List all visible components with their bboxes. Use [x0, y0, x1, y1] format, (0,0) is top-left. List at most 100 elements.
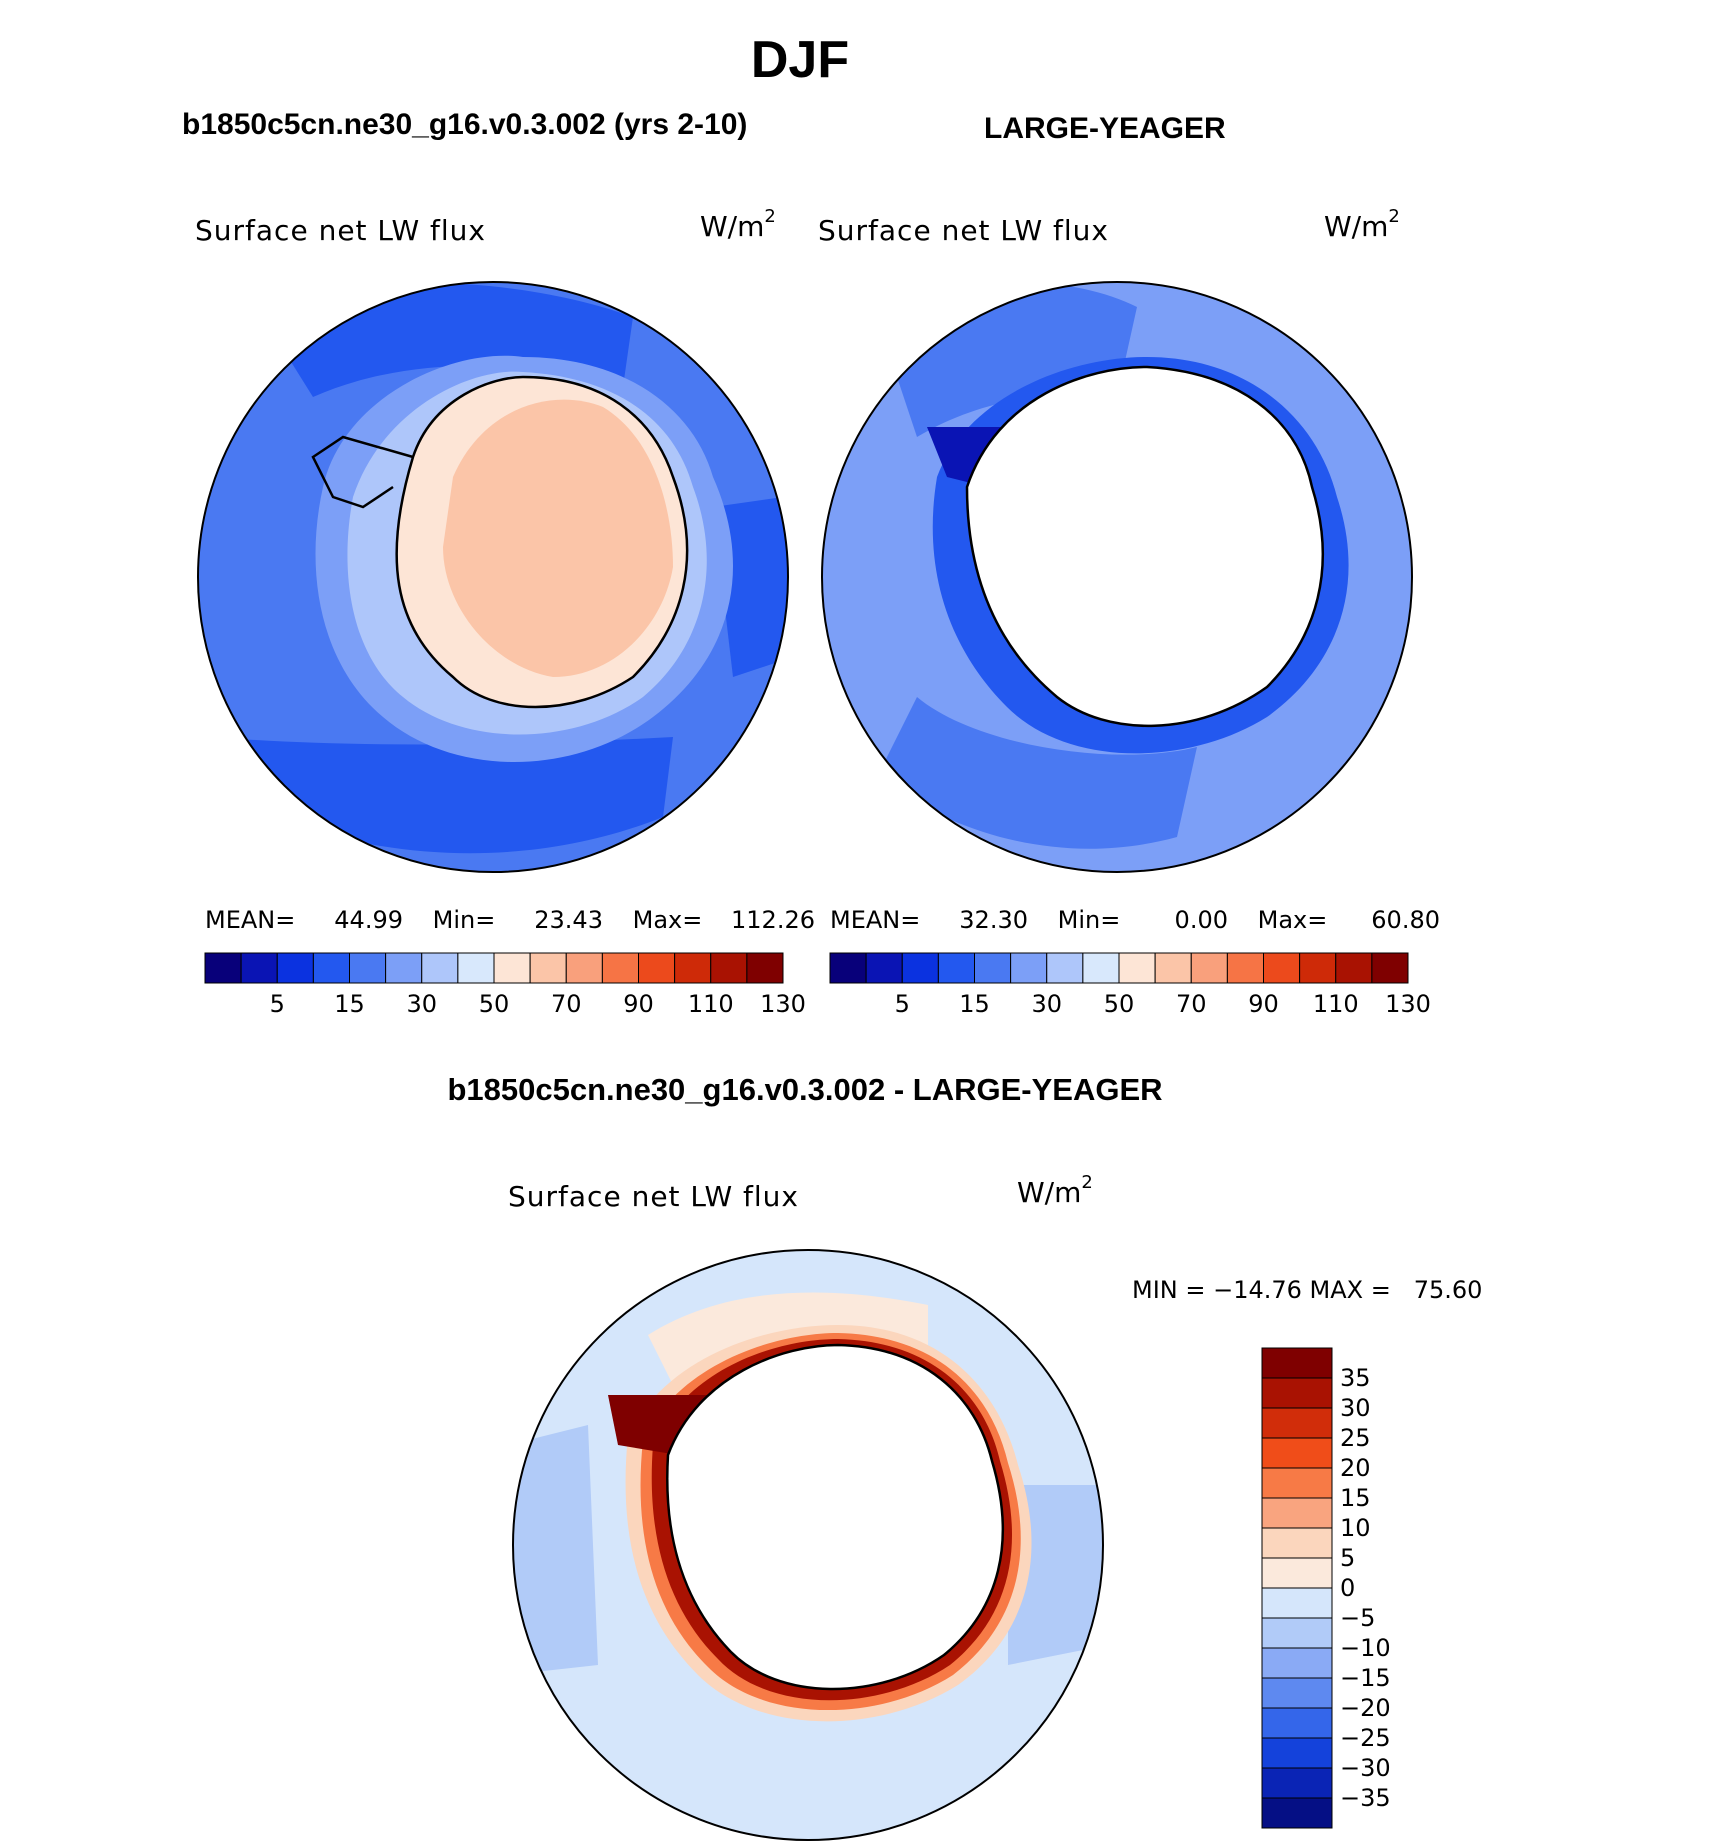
left-colorbar-swatch [421, 952, 459, 984]
left-colorbar-tick-label: 50 [478, 990, 510, 1018]
diff-colorbar-swatch [1261, 1377, 1333, 1409]
diff-colorbar-swatch [1261, 1647, 1333, 1679]
right-colorbar-tick-label: 90 [1248, 990, 1279, 1018]
right-colorbar-ticks: 5 15 30 50 70 90 110 130 [830, 990, 1431, 1020]
left-colorbar-tick-label: 15 [334, 990, 365, 1018]
right-map-coastline [965, 365, 1324, 727]
left-colorbar-tick-label: 30 [406, 990, 438, 1018]
left-max-label: Max= [632, 906, 703, 934]
right-panel-title: LARGE-YEAGER [984, 112, 1226, 145]
diff-colorbar-tick-label: −25 [1340, 1724, 1391, 1752]
left-colorbar-tick-label: 130 [760, 990, 806, 1018]
diff-map [512, 1249, 1104, 1841]
right-colorbar-swatch [1046, 952, 1084, 984]
right-map [821, 281, 1413, 873]
right-colorbar-swatch [1082, 952, 1120, 984]
diff-colorbar-swatch [1261, 1767, 1333, 1799]
diff-map-zone-east [1008, 1485, 1103, 1665]
page-title: DJF [750, 31, 850, 89]
right-min-label: Min= [1057, 906, 1121, 934]
left-colorbar-tick-label: 90 [623, 990, 654, 1018]
diff-units-base: W/m [1017, 1176, 1082, 1209]
right-map-antarctica [967, 367, 1323, 726]
right-colorbar-tick-label: 130 [1385, 990, 1431, 1018]
left-mean-value: 44.99 [334, 906, 403, 934]
diff-colorbar-tick-label: 30 [1340, 1394, 1371, 1422]
right-map-border [821, 281, 1413, 873]
right-colorbar-tick-label: 5 [894, 990, 910, 1018]
diff-map-antarctica [667, 1345, 1003, 1690]
diff-colorbar-swatch [1261, 1617, 1333, 1649]
diff-variable-label: Surface net LW flux [508, 1180, 799, 1213]
right-colorbar-swatch [1299, 952, 1337, 984]
right-colorbar-swatch [1010, 952, 1048, 984]
left-colorbar-tick-label: 5 [269, 990, 285, 1018]
diff-colorbar-swatch [1261, 1347, 1333, 1379]
diff-map-coastline [666, 1343, 1005, 1691]
left-colorbar-swatch [493, 952, 531, 984]
right-colorbar-swatch [1263, 952, 1301, 984]
left-colorbar-tick-label: 110 [687, 990, 734, 1018]
left-panel-title: b1850c5cn.ne30_g16.v0.3.002 (yrs 2-10) [182, 108, 748, 141]
right-max-value: 60.80 [1371, 906, 1440, 934]
right-colorbar-swatch [829, 952, 867, 984]
diff-colorbar-tick-label: 10 [1340, 1514, 1371, 1542]
right-colorbar [829, 952, 1409, 984]
left-min-value: 23.43 [534, 906, 603, 934]
left-mean-label: MEAN= [205, 906, 296, 934]
left-map-border [197, 281, 789, 873]
right-stats: MEAN= 32.30 Min= 0.00 Max= 60.80 [830, 906, 1440, 934]
right-units-label: W/m2 [1324, 206, 1400, 243]
left-units-exp: 2 [764, 206, 776, 227]
left-colorbar-swatch [240, 952, 278, 984]
diff-colorbar-swatch [1261, 1467, 1333, 1499]
left-colorbar-ticks: 5 15 30 50 70 90 110 130 [205, 990, 806, 1020]
left-colorbar-swatch [349, 952, 387, 984]
right-mean-value: 32.30 [959, 906, 1028, 934]
left-colorbar-swatch [312, 952, 350, 984]
diff-panel-title: b1850c5cn.ne30_g16.v0.3.002 - LARGE-YEAG… [447, 1072, 1163, 1107]
diff-colorbar-swatch [1261, 1437, 1333, 1469]
left-colorbar-swatch [204, 952, 242, 984]
right-colorbar-swatch [1226, 952, 1264, 984]
diff-colorbar-swatch [1261, 1677, 1333, 1709]
left-map-band-south [213, 737, 673, 854]
right-colorbar-tick-label: 110 [1312, 990, 1359, 1018]
left-colorbar-swatch [638, 952, 676, 984]
diff-colorbar-swatch [1261, 1587, 1333, 1619]
diff-colorbar-swatch [1261, 1407, 1333, 1439]
right-colorbar-swatch [1371, 952, 1409, 984]
left-colorbar-swatch [674, 952, 712, 984]
diff-colorbar-tick-label: −10 [1340, 1634, 1391, 1662]
left-units-base: W/m [700, 210, 765, 243]
right-colorbar-tick-label: 70 [1175, 990, 1207, 1018]
diff-colorbar-tick-label: −35 [1340, 1784, 1391, 1812]
left-colorbar-swatch [565, 952, 603, 984]
diff-colorbar-tick-label: 0 [1340, 1574, 1356, 1602]
left-colorbar-swatch [601, 952, 639, 984]
diff-colorbar-swatch [1261, 1497, 1333, 1529]
diff-colorbar-swatch [1261, 1557, 1333, 1589]
diff-colorbar-swatch [1261, 1797, 1333, 1829]
right-min-value: 0.00 [1174, 906, 1228, 934]
left-map-peninsula [311, 435, 414, 509]
diff-colorbar-tick-label: −20 [1340, 1694, 1391, 1722]
left-variable-label: Surface net LW flux [195, 214, 486, 247]
left-units-label: W/m2 [700, 206, 776, 243]
diff-colorbar-tick-label: 25 [1340, 1424, 1371, 1452]
right-units-exp: 2 [1388, 206, 1400, 227]
left-colorbar [204, 952, 784, 984]
left-colorbar-swatch [457, 952, 495, 984]
diff-colorbar-tick-label: 5 [1340, 1544, 1356, 1572]
diff-colorbar-ticks: 35 30 25 20 15 10 5 0 −5 −10 −15 −20 −25 −30 −35 [1340, 1348, 1460, 1828]
right-units-base: W/m [1324, 210, 1389, 243]
right-colorbar-swatch [865, 952, 903, 984]
right-colorbar-tick-label: 15 [959, 990, 990, 1018]
diff-colorbar-tick-label: −30 [1340, 1754, 1391, 1782]
diff-colorbar-swatch [1261, 1737, 1333, 1769]
diff-colorbar-swatch [1261, 1707, 1333, 1739]
left-colorbar-tick-label: 70 [550, 990, 582, 1018]
left-colorbar-swatch [385, 952, 423, 984]
right-colorbar-swatch [937, 952, 975, 984]
diff-colorbar-tick-label: 15 [1340, 1484, 1371, 1512]
